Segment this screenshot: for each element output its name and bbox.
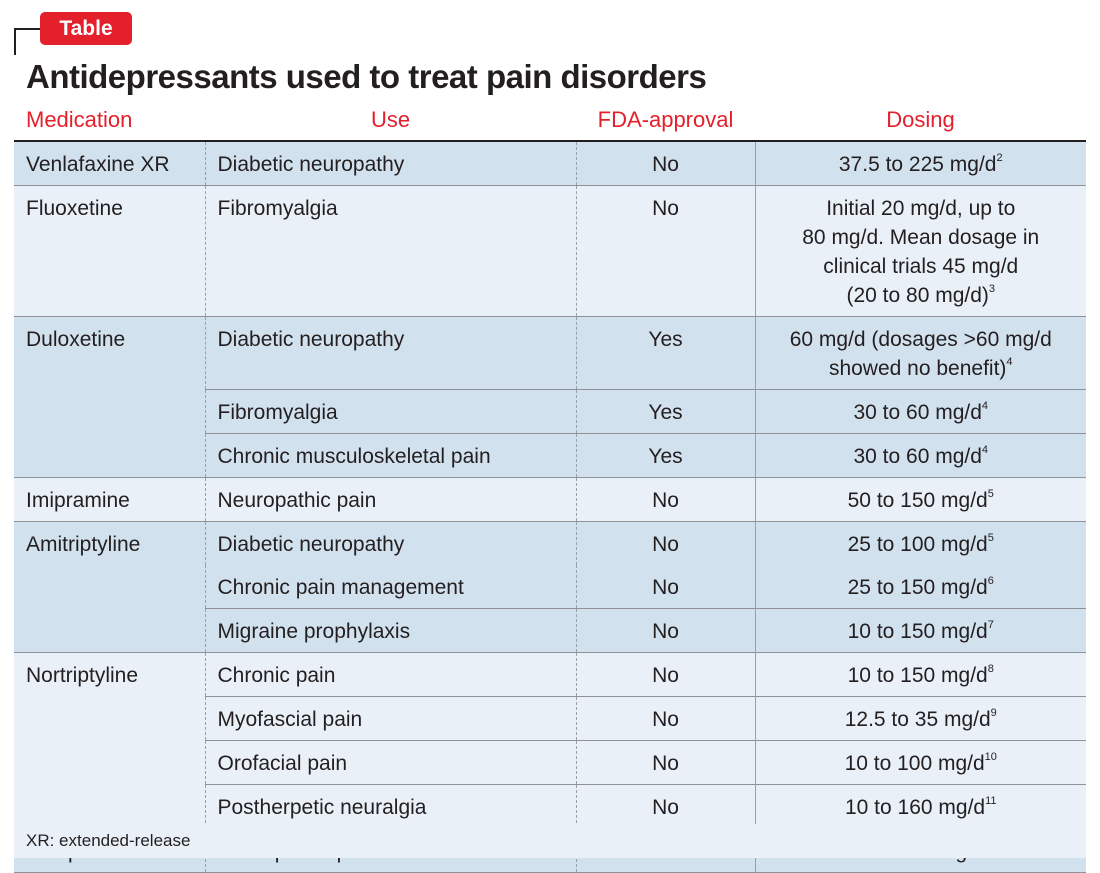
use-cell: Neuropathic pain xyxy=(205,477,577,522)
fda-cell: Yes xyxy=(576,433,756,478)
header-use: Use xyxy=(370,107,411,132)
use-cell: Orofacial pain xyxy=(205,740,577,785)
table-row: Chronic musculoskeletal pain Yes 30 to 6… xyxy=(14,433,1086,478)
reference-number: 4 xyxy=(981,444,989,456)
dosing-cell: 50 to 150 mg/d5 xyxy=(755,477,1086,522)
reference-number: 6 xyxy=(987,575,994,587)
dose-text: 10 to 150 mg/d xyxy=(847,620,988,643)
table-badge: Table xyxy=(40,12,132,45)
dose-line: clinical trials 45 mg/d xyxy=(823,255,1019,278)
fda-cell: No xyxy=(576,696,756,741)
dose-text: 37.5 to 225 mg/d xyxy=(838,153,997,176)
fda-cell: No xyxy=(576,565,756,609)
fda-cell: No xyxy=(576,652,756,697)
dose-text: 10 to 160 mg/d xyxy=(844,796,986,819)
header-medication: Medication xyxy=(26,107,133,132)
use-cell: Diabetic neuropathy xyxy=(205,521,577,565)
dose-line: showed no benefit) xyxy=(828,357,1007,380)
table-row: Migraine prophylaxis No 10 to 150 mg/d7 xyxy=(14,608,1086,653)
use-cell: Diabetic neuropathy xyxy=(205,316,577,390)
medication-cell: Amitriptyline xyxy=(14,521,206,653)
dosing-cell: 30 to 60 mg/d4 xyxy=(755,433,1086,478)
fda-cell: No xyxy=(576,141,756,186)
reference-number: 4 xyxy=(1006,356,1013,368)
dosing-cell: 10 to 150 mg/d8 xyxy=(755,652,1086,697)
table-title: Antidepressants used to treat pain disor… xyxy=(26,58,707,95)
fda-cell: No xyxy=(576,477,756,522)
dose-text: 25 to 100 mg/d xyxy=(847,533,988,556)
dosing-cell: 10 to 100 mg/d10 xyxy=(755,740,1086,785)
use-cell: Fibromyalgia xyxy=(205,389,577,434)
dose-line: (20 to 80 mg/d) xyxy=(846,284,989,307)
dosing-cell: 25 to 150 mg/d6 xyxy=(755,565,1086,609)
medication-cell: Venlafaxine XR xyxy=(14,141,206,186)
table-row: Imipramine Neuropathic pain No 50 to 150… xyxy=(14,477,1086,522)
dosing-cell: 12.5 to 35 mg/d9 xyxy=(755,696,1086,741)
dose-text: 25 to 150 mg/d xyxy=(847,576,988,599)
reference-number: 2 xyxy=(996,152,1003,164)
table-row: Orofacial pain No 10 to 100 mg/d10 xyxy=(14,740,1086,785)
table-footnote: XR: extended-release xyxy=(14,824,1086,858)
reference-number: 11 xyxy=(985,795,997,807)
medication-cell: Fluoxetine xyxy=(14,185,206,317)
table-row: Myofascial pain No 12.5 to 35 mg/d9 xyxy=(14,696,1086,741)
dose-text: 50 to 150 mg/d xyxy=(847,489,988,512)
table-row: Venlafaxine XR Diabetic neuropathy No 37… xyxy=(14,141,1086,186)
table-row: Chronic pain management No 25 to 150 mg/… xyxy=(14,565,1086,609)
dosing-cell: 25 to 100 mg/d5 xyxy=(755,521,1086,565)
dosing-cell: 10 to 150 mg/d7 xyxy=(755,608,1086,653)
reference-number: 8 xyxy=(987,663,994,675)
use-cell: Chronic pain xyxy=(205,652,577,697)
table-row: Postherpetic neuralgia No 10 to 160 mg/d… xyxy=(14,784,1086,829)
dose-text: 30 to 60 mg/d xyxy=(853,445,982,468)
medication-cell: Nortriptyline xyxy=(14,652,206,829)
reference-number: 3 xyxy=(988,283,996,295)
dose-text: 12.5 to 35 mg/d xyxy=(844,708,991,731)
dosing-cell: 37.5 to 225 mg/d2 xyxy=(755,141,1086,186)
table-row: Fluoxetine Fibromyalgia No Initial 20 mg… xyxy=(14,185,1086,317)
table-row: Amitriptyline Diabetic neuropathy No 25 … xyxy=(14,521,1086,653)
use-cell: Postherpetic neuralgia xyxy=(205,784,577,829)
use-cell: Chronic musculoskeletal pain xyxy=(205,433,577,478)
use-cell: Diabetic neuropathy xyxy=(205,141,577,186)
fda-cell: No xyxy=(576,521,756,565)
corner-bracket-vertical xyxy=(14,28,16,55)
table-row: Duloxetine Diabetic neuropathy Yes 60 mg… xyxy=(14,316,1086,478)
use-cell: Myofascial pain xyxy=(205,696,577,741)
reference-number: 7 xyxy=(987,619,994,631)
use-cell: Fibromyalgia xyxy=(205,185,577,317)
corner-bracket-horizontal xyxy=(14,28,40,30)
dosing-cell: Initial 20 mg/d, up to 80 mg/d. Mean dosa… xyxy=(755,185,1086,317)
reference-number: 5 xyxy=(987,488,994,500)
use-cell: Chronic pain management xyxy=(205,565,577,609)
medication-cell: Imipramine xyxy=(14,477,206,522)
reference-number: 9 xyxy=(990,707,997,719)
dose-line: 60 mg/d (dosages >60 mg/d xyxy=(789,328,1052,351)
fda-cell: Yes xyxy=(576,389,756,434)
header-dosing: Dosing xyxy=(886,107,955,132)
dosing-cell: 60 mg/d (dosages >60 mg/d showed no benef… xyxy=(755,316,1086,390)
reference-number: 5 xyxy=(987,532,994,544)
table-row: Fibromyalgia Yes 30 to 60 mg/d4 xyxy=(14,389,1086,434)
fda-cell: No xyxy=(576,740,756,785)
fda-cell: Yes xyxy=(576,316,756,390)
table-row: Nortriptyline Chronic pain No 10 to 150 … xyxy=(14,652,1086,829)
dose-line: Initial 20 mg/d, up to xyxy=(826,197,1016,220)
fda-cell: No xyxy=(576,185,756,317)
dosing-cell: 10 to 160 mg/d11 xyxy=(755,784,1086,829)
reference-number: 10 xyxy=(984,751,997,763)
dose-text: 10 to 100 mg/d xyxy=(844,752,985,775)
fda-cell: No xyxy=(576,784,756,829)
reference-number: 4 xyxy=(981,400,989,412)
medication-cell: Duloxetine xyxy=(14,316,206,478)
header-fda-approval: FDA-approval xyxy=(597,107,734,132)
dose-text: 10 to 150 mg/d xyxy=(847,664,988,687)
dose-line: 80 mg/d. Mean dosage in xyxy=(802,226,1040,249)
dose-text: 30 to 60 mg/d xyxy=(853,401,982,424)
use-cell: Migraine prophylaxis xyxy=(205,608,577,653)
dosing-cell: 30 to 60 mg/d4 xyxy=(755,389,1086,434)
header-row: Medication Use FDA-approval Dosing xyxy=(14,100,1086,141)
fda-cell: No xyxy=(576,608,756,653)
antidepressant-table: Medication Use FDA-approval Dosing Venla… xyxy=(14,100,1086,873)
